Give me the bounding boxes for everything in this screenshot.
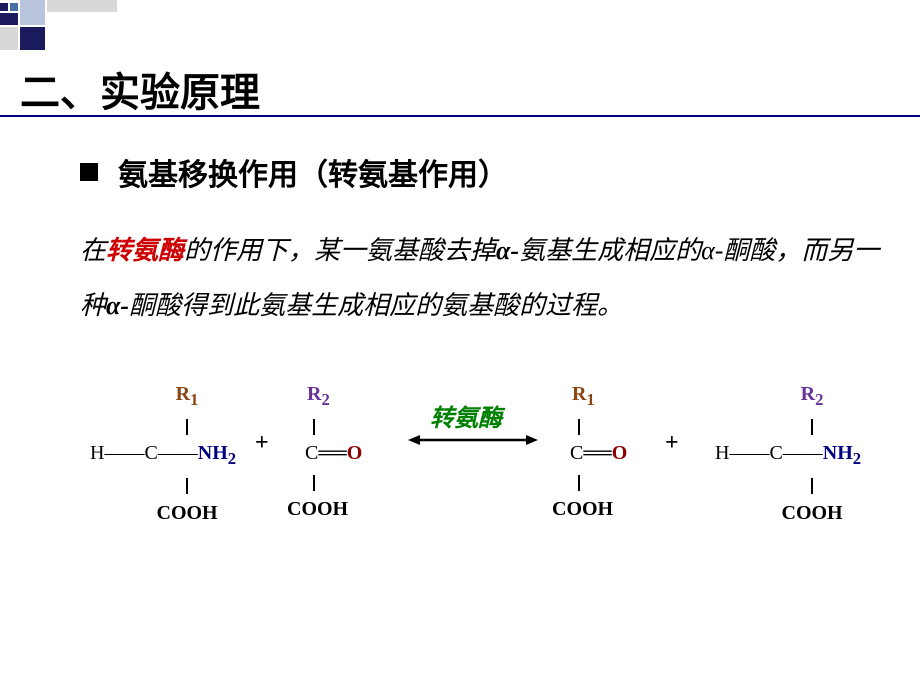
mol3-cooh: COOH — [552, 495, 627, 523]
enzyme-label: 转氨酶 — [430, 398, 502, 433]
mol1-r-row: R1 — [90, 380, 236, 411]
mol2-r-sub: 2 — [321, 390, 329, 409]
mol3-bond2 — [570, 467, 627, 495]
mol4-nh2: NH — [823, 442, 853, 464]
mol1-nh2: NH — [198, 442, 228, 464]
plus-1: + — [255, 430, 269, 457]
mol1-bond2 — [90, 471, 236, 499]
content-area: 氨基移换作用（转氨基作用） 在转氨酶的作用下，某一氨基酸去掉α-氨基生成相应的α… — [80, 150, 880, 333]
mol3-center: C══O — [570, 439, 627, 467]
title-underline — [0, 115, 920, 117]
mol2-bond2 — [305, 467, 362, 495]
mol3-c: C — [570, 442, 583, 464]
mol4-r: R — [801, 383, 815, 405]
mol3-bond1 — [570, 411, 627, 439]
mol2-bond1 — [305, 411, 362, 439]
molecule-4: R2 H——C——NH2 COOH — [715, 380, 861, 527]
mol3-r: R — [572, 383, 586, 405]
reaction-diagram: R1 H——C——NH2 COOH + R2 C══O COOH 转氨酶 R1 — [70, 380, 870, 530]
mol1-r: R — [176, 383, 190, 405]
subtitle-text: 氨基移换作用（转氨基作用） — [118, 150, 508, 194]
subtitle-row: 氨基移换作用（转氨基作用） — [80, 150, 880, 194]
body-p1: 在 — [80, 236, 106, 265]
mol1-h: H — [90, 442, 104, 464]
molecule-2: R2 C══O COOH — [305, 380, 362, 523]
mol2-center: C══O — [305, 439, 362, 467]
mol4-bond2 — [715, 471, 861, 499]
reaction-arrow-icon — [408, 432, 538, 448]
body-paragraph: 在转氨酶的作用下，某一氨基酸去掉α-氨基生成相应的α-酮酸，而另一种α-酮酸得到… — [80, 224, 880, 333]
body-p2: 的作用下，某一氨基酸去掉 — [184, 236, 496, 265]
deco-svg — [0, 0, 120, 55]
mol1-center: H——C——NH2 — [90, 439, 236, 470]
mol4-bond1 — [715, 411, 861, 439]
mol1-cooh: COOH — [90, 499, 236, 527]
mol4-h: H — [715, 442, 729, 464]
corner-decoration — [0, 0, 120, 55]
alpha1: α- — [496, 236, 519, 265]
mol4-center: H——C——NH2 — [715, 439, 861, 470]
page-title: 二、实验原理 — [20, 60, 260, 118]
bullet-icon — [80, 163, 98, 181]
mol2-o: O — [347, 442, 363, 464]
mol4-nh2-sub: 2 — [853, 449, 861, 468]
mol2-r-row: R2 — [305, 380, 362, 411]
mol1-bond1 — [90, 411, 236, 439]
mol2-c: C — [305, 442, 318, 464]
mol2-cooh: COOH — [287, 495, 362, 523]
mol3-r-sub: 1 — [586, 390, 594, 409]
mol3-r-row: R1 — [570, 380, 627, 411]
mol1-c: C — [144, 442, 157, 464]
mol1-r-sub: 1 — [190, 390, 198, 409]
alpha2: α- — [106, 291, 129, 320]
mol2-r: R — [307, 383, 321, 405]
mol4-cooh: COOH — [715, 499, 861, 527]
molecule-1: R1 H——C——NH2 COOH — [90, 380, 236, 527]
enzyme-term: 转氨酶 — [106, 236, 184, 265]
molecule-3: R1 C══O COOH — [570, 380, 627, 523]
mol4-r-row: R2 — [715, 380, 861, 411]
mol4-r-sub: 2 — [815, 390, 823, 409]
mol4-c: C — [769, 442, 782, 464]
mol3-o: O — [612, 442, 628, 464]
mol1-nh2-sub: 2 — [228, 449, 236, 468]
body-p4: 酮酸得到此氨基生成相应的氨基酸的过程。 — [129, 291, 623, 320]
plus-2: + — [665, 430, 679, 457]
